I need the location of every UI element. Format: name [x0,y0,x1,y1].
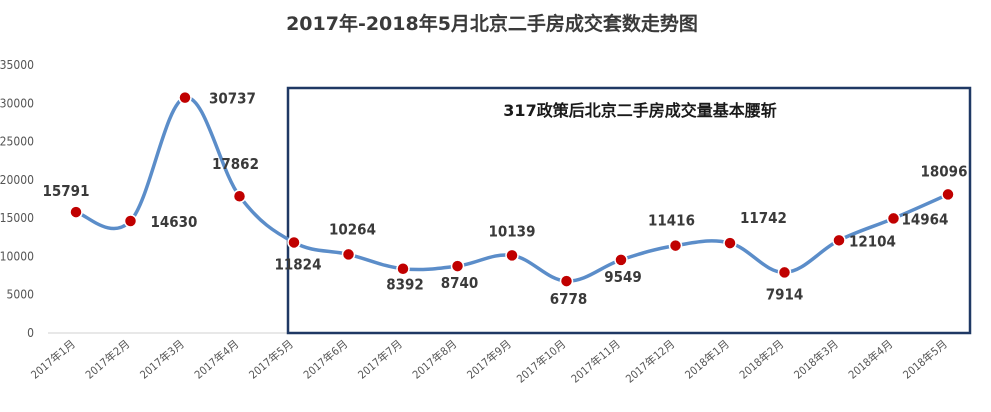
data-point [396,261,410,276]
data-labels: 15791 14630 30737 17862 11824 10264 8392 8740 10… [43,90,968,308]
data-label: 9549 [604,268,642,286]
y-tick-label: 30000 [0,96,34,110]
y-tick-label: 20000 [0,173,34,187]
x-tick-label: 2017年4月 [191,337,241,382]
x-tick-label: 2018年2月 [736,337,786,382]
data-label: 6778 [550,290,588,308]
data-label: 18096 [921,162,968,180]
y-tick-label: 15000 [0,211,34,225]
data-label: 14630 [151,213,198,231]
data-label: 12104 [849,232,896,250]
data-label: 30737 [209,90,256,108]
chart-title: 2017年-2018年5月北京二手房成交套数走势图 [286,12,698,35]
data-point [123,214,138,228]
data-point [886,211,901,226]
y-tick-label: 5000 [7,288,35,302]
data-point [341,247,356,262]
y-tick-label: 35000 [0,58,34,72]
x-tick-label: 2018年5月 [900,337,950,382]
data-label: 11416 [648,212,695,230]
y-tick-label: 25000 [0,135,34,149]
data-markers [69,90,955,288]
data-point [287,235,301,250]
y-tick-label: 0 [27,326,34,340]
x-tick-label: 2017年10月 [514,337,569,386]
x-tick-label: 2017年5月 [246,337,296,382]
x-tick-label: 2017年8月 [409,337,459,382]
data-label: 11742 [740,209,787,227]
x-tick-label: 2017年9月 [464,337,514,382]
x-tick-label: 2018年3月 [791,337,841,382]
data-label: 8392 [386,276,424,294]
data-point [178,90,192,105]
data-point [832,233,846,248]
data-label: 8740 [441,274,479,292]
x-tick-label: 2017年7月 [355,337,405,382]
x-axis: 2017年1月 2017年2月 2017年3月 2017年4月 2017年5月 2017年… [28,337,950,386]
x-tick-label: 2017年3月 [137,337,187,382]
data-label: 7914 [766,285,804,303]
y-tick-label: 10000 [0,249,34,263]
x-tick-label: 2017年11月 [568,337,623,386]
data-label: 10264 [329,220,376,238]
data-point [668,238,683,253]
x-tick-label: 2017年6月 [300,337,350,382]
data-point [505,248,519,263]
data-label: 14964 [902,210,949,228]
x-tick-label: 2017年12月 [623,337,678,386]
data-label: 11824 [275,255,322,273]
x-tick-label: 2017年1月 [28,337,78,382]
policy-annotation: 317政策后北京二手房成交量基本腰斩 [503,101,776,120]
data-point [450,259,465,273]
data-point [777,265,792,280]
x-tick-label: 2018年1月 [682,337,732,382]
x-tick-label: 2018年4月 [845,337,895,382]
data-point [723,236,737,250]
data-label: 17862 [212,155,259,173]
data-point [941,187,955,202]
data-point [614,253,628,267]
data-point [232,189,247,203]
policy-highlight-box [286,86,972,335]
x-tick-label: 2017年2月 [82,337,132,382]
data-label: 10139 [489,222,536,240]
data-label: 15791 [43,182,90,200]
y-axis: 0 5000 10000 15000 20000 25000 30000 35000 [0,58,34,340]
data-point [69,205,83,219]
data-point [559,274,574,288]
